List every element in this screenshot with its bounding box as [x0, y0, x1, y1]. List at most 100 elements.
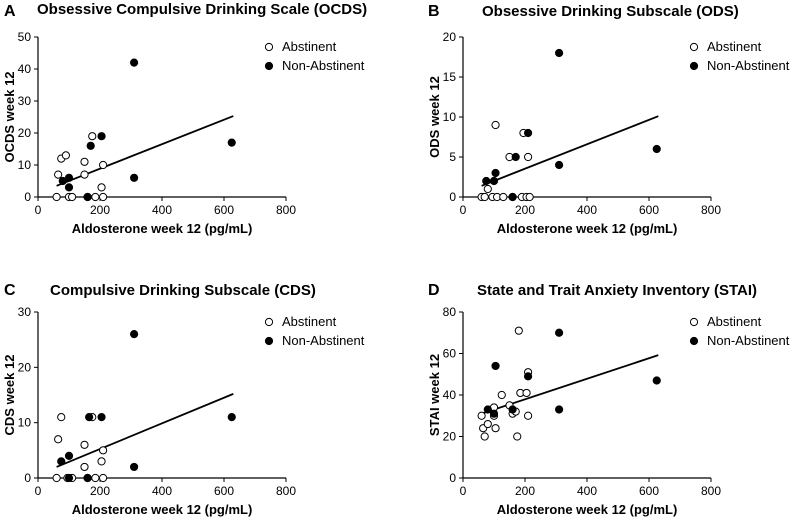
abstinent-point	[54, 170, 63, 179]
abstinent-point	[91, 473, 100, 483]
x-tick-label: 200	[90, 203, 110, 217]
non-abstinent-point	[489, 409, 499, 418]
non-abstinent-point	[64, 451, 74, 460]
non-abstinent-point	[97, 132, 106, 141]
legend-abstinent-marker	[264, 42, 274, 52]
non-abstinent-point	[97, 413, 106, 422]
abstinent-point	[80, 157, 89, 166]
abstinent-point	[524, 152, 533, 162]
x-tick-label: 800	[276, 203, 296, 217]
x-tick-label: 600	[214, 484, 234, 498]
y-tick-label: 0	[24, 190, 31, 204]
y-tick-label: 40	[443, 388, 457, 402]
non-abstinent-point	[482, 176, 491, 186]
abstinent-point	[483, 184, 492, 194]
panel-title: State and Trait Anxiety Inventory (STAI)	[477, 282, 757, 299]
legend-non-abstinent-label: Non-Abstinent	[282, 333, 365, 348]
y-tick-label: 10	[443, 110, 457, 124]
y-tick-label: 40	[18, 62, 32, 76]
legend-abstinent-label: Abstinent	[707, 314, 762, 329]
non-abstinent-point	[130, 58, 139, 67]
x-tick-label: 400	[577, 484, 597, 498]
non-abstinent-point	[86, 141, 95, 150]
legend-abstinent-marker	[264, 317, 274, 327]
abstinent-point	[491, 120, 500, 130]
y-axis-label: ODS week 12	[427, 76, 442, 158]
panel-c: C Compulsive Drinking Subscale (CDS) 0 10 20…	[2, 282, 365, 517]
y-tick-label: 10	[18, 416, 32, 430]
abstinent-point	[514, 326, 523, 335]
non-abstinent-point	[491, 361, 500, 371]
non-abstinent-point	[64, 173, 74, 182]
abstinent-point	[80, 440, 89, 449]
panel-letter: C	[4, 282, 16, 299]
non-abstinent-point	[555, 48, 564, 58]
legend-non-abstinent-marker	[264, 336, 274, 346]
abstinent-point	[524, 411, 533, 420]
x-tick-label: 600	[639, 203, 659, 217]
non-abstinent-point	[555, 328, 564, 337]
non-abstinent-point	[555, 405, 564, 414]
non-abstinent-point	[227, 413, 236, 422]
abstinent-point	[80, 462, 89, 472]
abstinent-point	[97, 183, 106, 192]
abstinent-point	[57, 413, 66, 422]
x-axis-label: Aldosterone week 12 (pg/mL)	[497, 221, 678, 236]
y-axis-label: STAI week 12	[427, 354, 442, 436]
non-abstinent-point	[130, 330, 139, 339]
y-tick-label: 20	[443, 430, 457, 444]
x-tick-label: 400	[152, 484, 172, 498]
panel-d: D State and Trait Anxiety Inventory (STAI…	[427, 282, 790, 517]
x-tick-label: 0	[35, 203, 42, 217]
y-tick-label: 5	[449, 150, 456, 164]
non-abstinent-point	[483, 405, 492, 414]
non-abstinent-point	[130, 173, 139, 182]
y-tick-label: 20	[443, 30, 457, 44]
y-axis-label: OCDS week 12	[2, 71, 17, 162]
abstinent-point	[477, 411, 486, 420]
legend-abstinent-label: Abstinent	[282, 39, 337, 54]
non-abstinent-point	[64, 473, 74, 483]
y-tick-label: 10	[18, 158, 32, 172]
regression-line	[56, 393, 234, 468]
non-abstinent-point	[130, 462, 139, 472]
non-abstinent-point	[508, 405, 517, 414]
non-abstinent-point	[652, 376, 661, 385]
x-tick-label: 800	[276, 484, 296, 498]
x-tick-label: 200	[515, 203, 535, 217]
abstinent-point	[97, 457, 106, 466]
non-abstinent-point	[83, 473, 92, 483]
x-tick-label: 600	[639, 484, 659, 498]
panel-b: B Obsessive Drinking Subscale (ODS) 0 5 10 15…	[427, 3, 790, 236]
legend-non-abstinent-marker	[689, 61, 699, 71]
x-axis-label: Aldosterone week 12 (pg/mL)	[497, 502, 678, 517]
panel-title: Compulsive Drinking Subscale (CDS)	[50, 282, 316, 299]
legend-abstinent-label: Abstinent	[707, 39, 762, 54]
x-tick-label: 200	[515, 484, 535, 498]
y-tick-label: 30	[18, 305, 32, 319]
y-tick-label: 15	[443, 70, 457, 84]
non-abstinent-point	[57, 457, 66, 466]
abstinent-point	[88, 132, 97, 141]
y-tick-label: 0	[24, 471, 31, 485]
y-tick-label: 0	[449, 190, 456, 204]
non-abstinent-point	[64, 183, 74, 192]
y-tick-label: 20	[18, 360, 32, 374]
legend-non-abstinent-marker	[689, 336, 699, 346]
x-tick-label: 0	[35, 484, 42, 498]
y-tick-label: 0	[449, 471, 456, 485]
non-abstinent-point	[491, 168, 500, 178]
abstinent-point	[99, 473, 108, 483]
non-abstinent-point	[508, 192, 517, 202]
abstinent-point	[52, 473, 61, 483]
x-tick-label: 400	[577, 203, 597, 217]
legend-non-abstinent-label: Non-Abstinent	[282, 58, 365, 73]
x-tick-label: 600	[214, 203, 234, 217]
non-abstinent-point	[85, 413, 94, 422]
legend-abstinent-label: Abstinent	[282, 314, 337, 329]
y-axis-label: CDS week 12	[2, 355, 17, 436]
non-abstinent-point	[555, 160, 564, 170]
abstinent-point	[99, 192, 108, 202]
abstinent-point	[61, 151, 71, 160]
